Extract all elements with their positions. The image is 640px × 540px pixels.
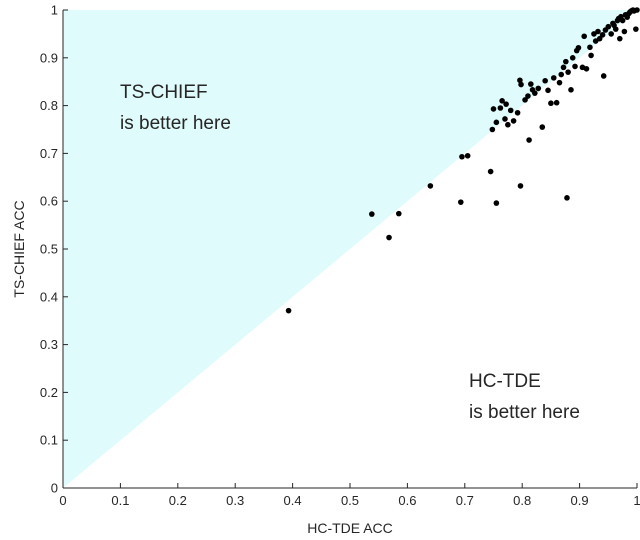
y-tick-label: 0.4	[40, 289, 58, 304]
data-point	[633, 26, 639, 32]
data-point	[386, 234, 392, 241]
data-point	[493, 200, 500, 206]
data-point	[568, 87, 574, 93]
data-point	[526, 137, 532, 143]
x-tick-label: 0	[59, 493, 66, 508]
data-point	[493, 119, 500, 126]
data-point	[522, 97, 528, 103]
data-point	[539, 124, 546, 130]
x-tick-label: 1	[633, 493, 640, 508]
x-tick-label: 0.3	[226, 493, 244, 508]
data-point	[395, 210, 402, 217]
data-point	[608, 31, 614, 37]
data-point	[489, 126, 496, 133]
data-point	[621, 28, 628, 35]
data-point	[487, 168, 494, 175]
data-point	[581, 33, 587, 40]
upper-annotation-line1: TS-CHIEF	[120, 82, 208, 103]
data-point	[499, 98, 505, 104]
lower-annotation-line1: HC-TDE	[469, 371, 541, 392]
data-point	[548, 100, 554, 107]
data-point	[599, 32, 606, 38]
data-point	[550, 75, 557, 81]
y-tick-label: 0.5	[40, 242, 58, 257]
data-point	[528, 81, 534, 87]
data-point	[457, 199, 464, 205]
data-point	[517, 77, 523, 84]
data-point	[502, 116, 508, 122]
data-point	[563, 58, 569, 65]
data-point	[619, 17, 626, 24]
data-point	[575, 44, 582, 51]
data-point	[616, 35, 623, 42]
data-point	[542, 77, 548, 84]
y-tick-label: 1	[51, 3, 58, 18]
data-point	[503, 101, 509, 107]
x-tick-label: 0.2	[169, 493, 187, 508]
data-point	[505, 121, 511, 128]
data-point	[565, 69, 571, 75]
data-point	[507, 107, 514, 114]
y-axis-label: TS-CHIEF ACC	[11, 200, 27, 297]
y-tick-label: 0.7	[40, 146, 58, 161]
data-point	[490, 106, 497, 112]
data-point	[560, 64, 567, 71]
data-point	[553, 99, 560, 106]
data-point	[587, 44, 593, 51]
data-point	[569, 55, 576, 61]
data-point	[564, 195, 570, 201]
data-point	[612, 26, 619, 32]
data-point	[596, 35, 603, 42]
data-point	[427, 183, 434, 189]
x-axis-ticks: 0 0.1 0.2 0.3 0.4 0.5 0.6 0.7 0.8 0.9 1	[59, 483, 640, 508]
data-points	[285, 7, 640, 314]
data-point	[517, 183, 524, 189]
upper-annotation-line2: is better here	[120, 113, 231, 134]
lower-annotation-line2: is better here	[469, 402, 580, 423]
x-tick-label: 0.5	[341, 493, 359, 508]
y-tick-label: 0.3	[40, 337, 58, 352]
data-point	[514, 109, 521, 116]
y-tick-label: 0.6	[40, 194, 58, 209]
data-point	[634, 7, 640, 13]
data-point	[369, 211, 375, 217]
x-tick-label: 0.1	[111, 493, 129, 508]
y-tick-label: 0	[51, 481, 58, 496]
data-point	[572, 63, 578, 70]
y-tick-label: 0.9	[40, 50, 58, 65]
y-tick-label: 0.2	[40, 385, 58, 400]
x-tick-label: 0.6	[398, 493, 416, 508]
data-point	[535, 85, 542, 92]
data-point	[464, 152, 471, 159]
data-point	[605, 23, 612, 30]
x-axis-label: HC-TDE ACC	[307, 520, 393, 536]
x-tick-label: 0.8	[513, 493, 531, 508]
data-point	[510, 118, 517, 124]
x-tick-label: 0.4	[284, 493, 302, 508]
data-point	[532, 90, 538, 96]
data-point	[583, 65, 590, 72]
data-point	[459, 153, 465, 160]
data-point	[525, 93, 531, 99]
y-tick-label: 0.8	[40, 98, 58, 113]
data-point	[558, 71, 565, 78]
y-tick-label: 0.1	[40, 433, 58, 448]
data-point	[595, 28, 601, 35]
data-point	[497, 105, 504, 111]
x-tick-label: 0.7	[456, 493, 474, 508]
data-point	[600, 73, 607, 79]
data-point	[588, 52, 594, 59]
data-point	[545, 87, 551, 94]
data-point	[556, 79, 563, 86]
x-tick-label: 0.9	[571, 493, 589, 508]
data-point	[285, 307, 292, 314]
y-axis-ticks: 0 0.1 0.2 0.3 0.4 0.5 0.6 0.7 0.8 0.9 1	[40, 3, 68, 496]
data-point	[518, 81, 524, 88]
